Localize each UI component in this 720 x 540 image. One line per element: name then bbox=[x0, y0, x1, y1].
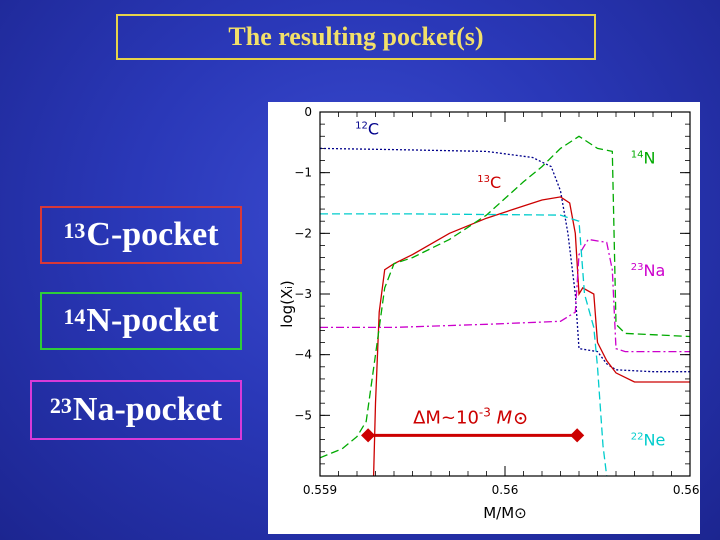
c13-pocket-sup: 13 bbox=[63, 218, 86, 243]
y-axis-label: log(Xᵢ) bbox=[278, 280, 296, 328]
delta-m-right-marker bbox=[570, 428, 585, 443]
y-tick-label: −5 bbox=[294, 408, 312, 422]
series-label-mass-number: 13 bbox=[477, 174, 490, 185]
series-label-mass-number: 14 bbox=[631, 150, 644, 161]
y-tick-label: −1 bbox=[294, 166, 312, 180]
series-label-mass-number: 12 bbox=[355, 120, 368, 131]
y-tick-label: −2 bbox=[294, 226, 312, 240]
n14-pocket-label: 14 N-pocket bbox=[40, 292, 242, 350]
n14-pocket-text: N-pocket bbox=[86, 302, 219, 339]
x-axis-label: M/M⊙ bbox=[483, 504, 527, 522]
abundance-chart: 0−1−2−3−4−50.5590.560.56112C13C14N23Na22… bbox=[268, 102, 707, 534]
series-line-23na bbox=[320, 238, 690, 353]
series-label-22ne: 22Ne bbox=[631, 431, 666, 450]
delta-m-left-marker bbox=[361, 428, 376, 443]
n14-pocket-sup: 14 bbox=[63, 304, 86, 329]
series-label-element: C bbox=[490, 173, 501, 192]
series-label-element: N bbox=[644, 149, 656, 168]
c13-pocket-label: 13 C-pocket bbox=[40, 206, 242, 264]
chart-background bbox=[268, 102, 700, 534]
series-label-element: C bbox=[368, 119, 379, 138]
series-label-element: Ne bbox=[644, 431, 666, 450]
x-tick-label: 0.561 bbox=[673, 483, 700, 497]
na23-pocket-sup: 23 bbox=[49, 393, 72, 418]
abundance-chart-svg: 0−1−2−3−4−50.5590.560.56112C13C14N23Na22… bbox=[268, 102, 707, 534]
x-tick-label: 0.56 bbox=[492, 483, 519, 497]
series-line-14n bbox=[320, 135, 690, 459]
series-label-mass-number: 23 bbox=[631, 262, 644, 273]
na23-pocket-text: Na-pocket bbox=[72, 391, 223, 428]
slide-title-text: The resulting pocket(s) bbox=[228, 22, 484, 51]
series-line-22ne bbox=[320, 213, 608, 476]
y-tick-label: −3 bbox=[294, 287, 312, 301]
series-label-12c: 12C bbox=[355, 119, 379, 138]
series-label-element: Na bbox=[644, 261, 666, 280]
na23-pocket-label: 23 Na-pocket bbox=[30, 380, 242, 440]
series-label-mass-number: 22 bbox=[631, 432, 644, 443]
series-line-13c bbox=[372, 196, 690, 476]
series-label-13c: 13C bbox=[477, 173, 501, 192]
series-label-23na: 23Na bbox=[631, 261, 666, 280]
series-label-14n: 14N bbox=[631, 149, 656, 168]
y-tick-label: −4 bbox=[294, 348, 312, 362]
plot-frame bbox=[319, 111, 691, 477]
delta-m-annotation: ΔM~10-3 M bbox=[413, 405, 513, 428]
delta-m-exponent: -3 bbox=[479, 405, 491, 419]
solar-symbol-ring bbox=[514, 412, 527, 425]
delta-m-text: ΔM~10 bbox=[413, 407, 479, 428]
delta-m-unit: M bbox=[491, 407, 513, 428]
slide-title: The resulting pocket(s) bbox=[116, 14, 596, 60]
y-tick-label: 0 bbox=[304, 105, 312, 119]
series-line-12c bbox=[320, 147, 690, 373]
solar-symbol-dot bbox=[519, 417, 522, 420]
c13-pocket-text: C-pocket bbox=[86, 216, 219, 253]
x-tick-label: 0.559 bbox=[303, 483, 337, 497]
